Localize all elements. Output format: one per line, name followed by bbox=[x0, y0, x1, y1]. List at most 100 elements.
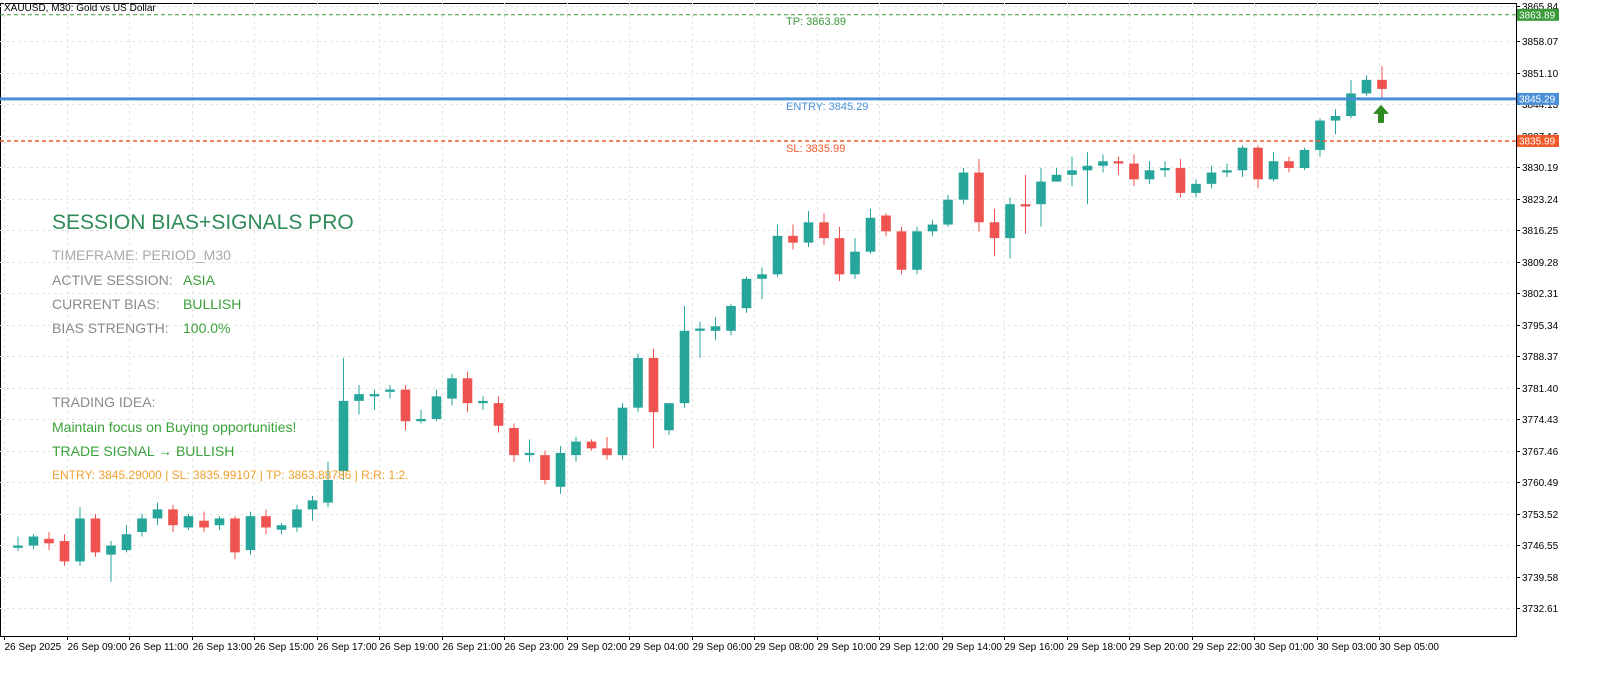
entry-axis-tag bbox=[1517, 92, 1559, 105]
candle-body[interactable] bbox=[1020, 204, 1031, 207]
candle-body[interactable] bbox=[1253, 147, 1263, 180]
candle-body[interactable] bbox=[1036, 181, 1046, 205]
candle-body[interactable] bbox=[1346, 93, 1356, 117]
candle-body[interactable] bbox=[354, 394, 364, 401]
candle-body[interactable] bbox=[912, 231, 922, 270]
candle-body[interactable] bbox=[772, 235, 783, 275]
candle-body[interactable] bbox=[633, 357, 643, 408]
candle-body[interactable] bbox=[1005, 204, 1015, 239]
candle-body[interactable] bbox=[431, 396, 442, 419]
candle-body[interactable] bbox=[1330, 116, 1341, 121]
candle-body[interactable] bbox=[121, 534, 132, 551]
candle-body[interactable] bbox=[183, 516, 194, 528]
candle-body[interactable] bbox=[1222, 170, 1232, 173]
candle-body[interactable] bbox=[571, 441, 581, 456]
candle-body[interactable] bbox=[493, 403, 504, 426]
candle-body[interactable] bbox=[555, 452, 566, 487]
y-tick-label: 3851.10 bbox=[1522, 69, 1559, 80]
candle-body[interactable] bbox=[1067, 170, 1077, 175]
candle-body[interactable] bbox=[958, 172, 969, 200]
candle-body[interactable] bbox=[1098, 161, 1108, 166]
candle-body[interactable] bbox=[13, 545, 23, 548]
candle-body[interactable] bbox=[881, 215, 891, 232]
candle-body[interactable] bbox=[896, 231, 907, 270]
candle-body[interactable] bbox=[28, 536, 39, 546]
candle-body[interactable] bbox=[245, 516, 256, 551]
x-tick-label: 29 Sep 16:00 bbox=[1005, 642, 1065, 653]
candle-body[interactable] bbox=[1191, 183, 1201, 193]
candle-body[interactable] bbox=[1160, 168, 1170, 171]
candle-body[interactable] bbox=[261, 516, 271, 528]
candle-body[interactable] bbox=[865, 217, 876, 252]
candle-body[interactable] bbox=[1315, 120, 1325, 150]
candle-body[interactable] bbox=[757, 274, 767, 279]
candle-body[interactable] bbox=[850, 251, 860, 275]
candle-body[interactable] bbox=[1113, 161, 1124, 164]
candle-body[interactable] bbox=[586, 441, 597, 449]
candle-body[interactable] bbox=[1377, 79, 1387, 89]
candle-body[interactable] bbox=[385, 389, 395, 392]
candle-body[interactable] bbox=[230, 518, 240, 553]
candle-body[interactable] bbox=[1268, 161, 1279, 180]
y-tick-label: 3830.19 bbox=[1522, 163, 1559, 174]
candle-body[interactable] bbox=[974, 172, 984, 223]
candle-body[interactable] bbox=[1175, 168, 1186, 193]
candle-body[interactable] bbox=[1299, 149, 1310, 169]
candle-body[interactable] bbox=[540, 455, 550, 481]
candle-body[interactable] bbox=[1129, 163, 1139, 180]
candle-body[interactable] bbox=[168, 509, 178, 526]
candle-body[interactable] bbox=[1206, 172, 1217, 184]
candle-body[interactable] bbox=[106, 545, 116, 555]
candle-body[interactable] bbox=[989, 222, 1000, 239]
candle-body[interactable] bbox=[726, 305, 736, 331]
candle-body[interactable] bbox=[90, 518, 101, 553]
candle-body[interactable] bbox=[695, 328, 705, 331]
candle-body[interactable] bbox=[1237, 147, 1248, 171]
candle-body[interactable] bbox=[834, 238, 845, 275]
candle-body[interactable] bbox=[679, 330, 690, 404]
candle-body[interactable] bbox=[943, 199, 953, 225]
x-tick-label: 30 Sep 03:00 bbox=[1318, 642, 1378, 653]
candle-body[interactable] bbox=[927, 224, 938, 232]
candle-body[interactable] bbox=[1361, 79, 1372, 94]
candle-body[interactable] bbox=[369, 394, 380, 397]
candle-body[interactable] bbox=[664, 403, 674, 431]
x-tick-label: 26 Sep 19:00 bbox=[380, 642, 440, 653]
candle-body[interactable] bbox=[819, 222, 829, 239]
candle-body[interactable] bbox=[478, 400, 488, 404]
candle-body[interactable] bbox=[44, 538, 54, 544]
candle-body[interactable] bbox=[524, 452, 535, 456]
candle-body[interactable] bbox=[323, 480, 333, 503]
candle-body[interactable] bbox=[803, 222, 814, 243]
candle-body[interactable] bbox=[602, 448, 612, 456]
candle-body[interactable] bbox=[710, 326, 721, 331]
candle-body[interactable] bbox=[416, 418, 426, 422]
candle-body[interactable] bbox=[509, 428, 519, 456]
candle-body[interactable] bbox=[447, 378, 457, 399]
candle-body[interactable] bbox=[1144, 170, 1155, 180]
candle-body[interactable] bbox=[741, 278, 752, 309]
sl-label: SL: 3835.99 bbox=[786, 143, 845, 155]
candle-body[interactable] bbox=[648, 357, 659, 413]
candle-body[interactable] bbox=[400, 389, 411, 422]
candle-body[interactable] bbox=[462, 378, 473, 404]
candle-body[interactable] bbox=[1284, 161, 1294, 169]
candle-body[interactable] bbox=[59, 541, 70, 562]
candle-body[interactable] bbox=[199, 520, 209, 528]
candle-body[interactable] bbox=[292, 509, 302, 528]
candle-body[interactable] bbox=[276, 525, 287, 530]
candle-body[interactable] bbox=[1082, 165, 1093, 171]
x-tick-label: 29 Sep 10:00 bbox=[818, 642, 878, 653]
candle-body[interactable] bbox=[75, 518, 85, 562]
x-tick-label: 29 Sep 08:00 bbox=[755, 642, 815, 653]
candle-body[interactable] bbox=[152, 509, 163, 519]
candle-body[interactable] bbox=[307, 500, 318, 510]
candle-body[interactable] bbox=[617, 407, 628, 456]
candle-body[interactable] bbox=[1051, 174, 1062, 182]
candle-body[interactable] bbox=[338, 400, 349, 471]
candle-body[interactable] bbox=[788, 235, 798, 243]
candle-body[interactable] bbox=[137, 518, 147, 533]
candle-body[interactable] bbox=[214, 518, 225, 526]
